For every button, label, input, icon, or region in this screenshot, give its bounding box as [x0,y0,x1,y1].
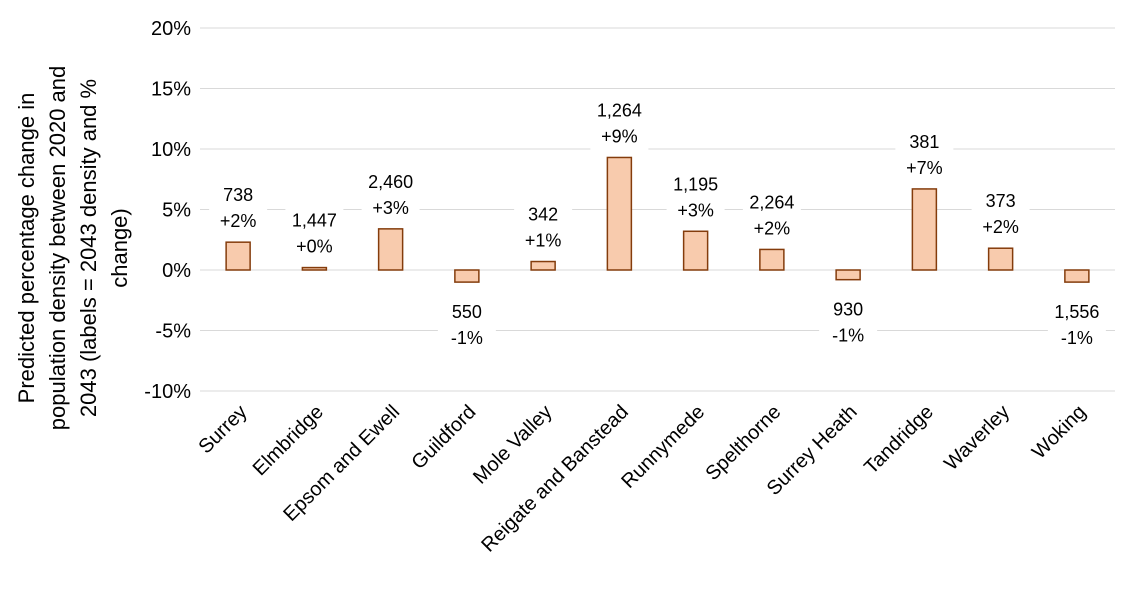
data-label-percent: +2% [220,211,257,231]
data-label-density: 1,195 [673,174,718,194]
data-label-density: 930 [833,300,863,320]
bar [606,156,633,271]
data-label-background [895,127,954,182]
bars [225,156,1090,283]
bar [987,247,1014,271]
bar [911,188,938,271]
data-label-background [361,167,420,222]
bar [454,269,480,283]
data-label-percent: +3% [372,198,409,218]
bar [759,248,785,271]
data-labels: 738 +2% 1,447 +0% 2,460 +3% 550 -1% 342 +1% 1,264 +… [209,96,1106,353]
data-label-percent: +2% [982,217,1019,237]
data-label-density: 1,264 [597,100,642,120]
data-label-density: 1,556 [1054,302,1099,322]
data-label-percent: +2% [754,218,791,238]
y-tick-label: 0% [162,260,191,282]
y-axis-ticks: 20% 15% 10% 5% 0% -5% -10% [144,18,191,403]
bar [835,269,861,281]
bar [530,260,556,271]
y-tick-label: 15% [151,79,191,101]
x-tick-label: Surrey [194,401,251,458]
data-label-density: 738 [223,185,253,205]
data-label-percent: +3% [677,200,714,220]
x-tick-label: Woking [1028,401,1090,463]
data-label-percent: -1% [451,328,483,348]
data-label-density: 342 [528,205,558,225]
bar [377,228,404,271]
x-tick-label: Reigate and Banstead [477,401,633,557]
data-label-percent: +1% [525,231,562,251]
x-tick-label: Guildford [407,401,480,474]
data-label-density: 2,264 [749,192,794,212]
bar [682,230,709,271]
data-label-percent: -1% [1061,328,1093,348]
bar [1064,269,1090,283]
gridlines [200,27,1115,392]
y-tick-label: -10% [144,381,191,403]
x-tick-label: Waverley [940,401,1014,475]
bar [225,241,251,271]
data-label-background [437,298,496,353]
y-tick-label: 10% [151,139,191,161]
x-tick-label: Tandridge [860,401,938,479]
y-axis-title-line: change) [107,208,132,288]
data-label-density: 1,447 [292,211,337,231]
y-axis-title-line: population density between 2020 and [45,66,70,431]
y-tick-label: -5% [155,321,191,343]
data-label-background [514,200,573,255]
y-axis-title-line: 2043 (labels = 2043 density and % [76,79,101,417]
data-label-density: 550 [452,302,482,322]
y-axis-title-line: Predicted percentage change in [14,93,39,404]
y-tick-label: 5% [162,200,191,222]
data-label-background [742,188,801,243]
data-label-percent: -1% [832,326,864,346]
data-label-percent: +9% [601,126,638,146]
bar [301,266,328,271]
data-label-background [209,181,268,236]
data-label-background [819,295,878,350]
data-label-background [1047,298,1106,353]
y-tick-label: 20% [151,18,191,40]
data-label-background [285,206,344,261]
data-label-background [590,96,649,151]
x-tick-label: Elmbridge [249,401,328,480]
data-label-density: 373 [986,191,1016,211]
data-label-background [666,170,725,225]
data-label-percent: +7% [906,158,943,178]
data-label-background [971,187,1030,242]
y-axis-label: Predicted percentage change in population… [14,66,132,431]
data-label-density: 381 [909,132,939,152]
data-label-density: 2,460 [368,172,413,192]
x-tick-label: Spelthorne [701,401,785,485]
data-label-percent: +0% [296,237,333,257]
